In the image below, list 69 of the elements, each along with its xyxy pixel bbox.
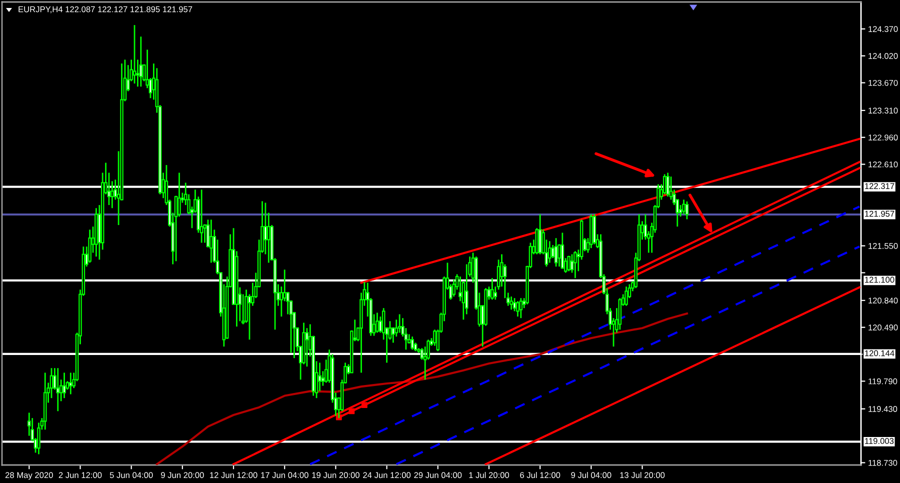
candlestick	[624, 286, 628, 306]
x-tick-label: 9 Jun 20:00	[161, 472, 204, 478]
candlestick	[560, 232, 564, 270]
candlestick	[37, 422, 40, 455]
point	[361, 402, 368, 408]
candlestick	[69, 372, 72, 395]
ref-line-label: 121.100	[865, 276, 894, 283]
x-tick-label: 9 Jul 04:00	[571, 472, 612, 478]
candlestick	[574, 250, 577, 279]
y-tick-label: 124.370	[868, 26, 898, 32]
candlestick	[519, 297, 523, 319]
x-tick-label: 19 Jun 20:00	[312, 472, 360, 478]
candlestick	[452, 278, 456, 298]
candlestick	[110, 180, 114, 209]
candlestick	[376, 312, 379, 334]
x-tick-label: 29 Jun 04:00	[414, 472, 462, 478]
x-tick-label: 24 Jun 12:00	[363, 472, 411, 478]
candlestick	[282, 268, 286, 302]
candlestick	[56, 367, 60, 412]
y-tick-label: 123.310	[868, 108, 898, 114]
x-tick-label: 13 Jul 20:00	[620, 472, 665, 478]
x-tick-label: 12 Jun 12:00	[210, 472, 258, 478]
candlestick	[248, 294, 252, 340]
candlestick	[398, 314, 402, 334]
y-tick-label: 119.430	[868, 406, 898, 412]
candlestick	[50, 367, 54, 399]
candlestick	[567, 255, 570, 272]
y-tick-label: 124.020	[868, 53, 898, 59]
chart-title: EURJPY,H4 122.087 122.127 121.895 121.957	[18, 6, 192, 14]
x-tick-label: 2 Jun 12:00	[58, 472, 102, 478]
y-tick-label: 118.730	[868, 460, 898, 466]
candlestick	[264, 202, 268, 255]
y-tick-label: 119.790	[868, 378, 898, 384]
y-tick-label: 120.840	[868, 298, 898, 304]
candlestick	[685, 200, 689, 220]
candlestick	[178, 172, 181, 218]
y-tick-label: 123.670	[868, 80, 898, 86]
y-tick-label: 122.610	[868, 161, 898, 168]
ref-line-label: 119.003	[865, 438, 894, 444]
x-tick-label: 6 Jul 12:00	[520, 472, 560, 478]
y-tick-label: 120.490	[868, 324, 898, 330]
candlestick	[210, 218, 213, 264]
candlestick	[516, 300, 520, 318]
x-tick-label: 1 Jul 20:00	[469, 472, 510, 478]
candlestick	[139, 36, 143, 88]
x-tick-label: 28 May 2020	[5, 472, 53, 480]
ref-line-label: 120.144	[865, 350, 894, 356]
ref-line-label: 121.957	[865, 210, 894, 217]
candlestick	[548, 240, 552, 264]
candlestick	[318, 362, 322, 392]
candlestick	[267, 212, 270, 264]
candlestick	[510, 296, 513, 310]
point	[348, 408, 355, 414]
candlestick	[88, 228, 92, 264]
candlestick	[490, 277, 494, 300]
x-tick-label: 5 Jun 04:00	[110, 472, 153, 478]
candlestick	[200, 188, 204, 244]
candlestick	[538, 214, 542, 255]
candlestick	[410, 336, 414, 350]
x-tick-label: 17 Jun 04:00	[261, 472, 308, 478]
candlestick	[132, 24, 136, 84]
candlestick	[554, 237, 558, 268]
candlestick	[535, 227, 539, 255]
y-tick-label: 122.960	[868, 134, 898, 140]
candlestick	[62, 372, 66, 399]
candlestick	[512, 297, 516, 312]
y-tick-label: 121.550	[868, 243, 898, 249]
line-series	[156, 312, 688, 465]
ref-line-label: 122.317	[865, 183, 894, 190]
